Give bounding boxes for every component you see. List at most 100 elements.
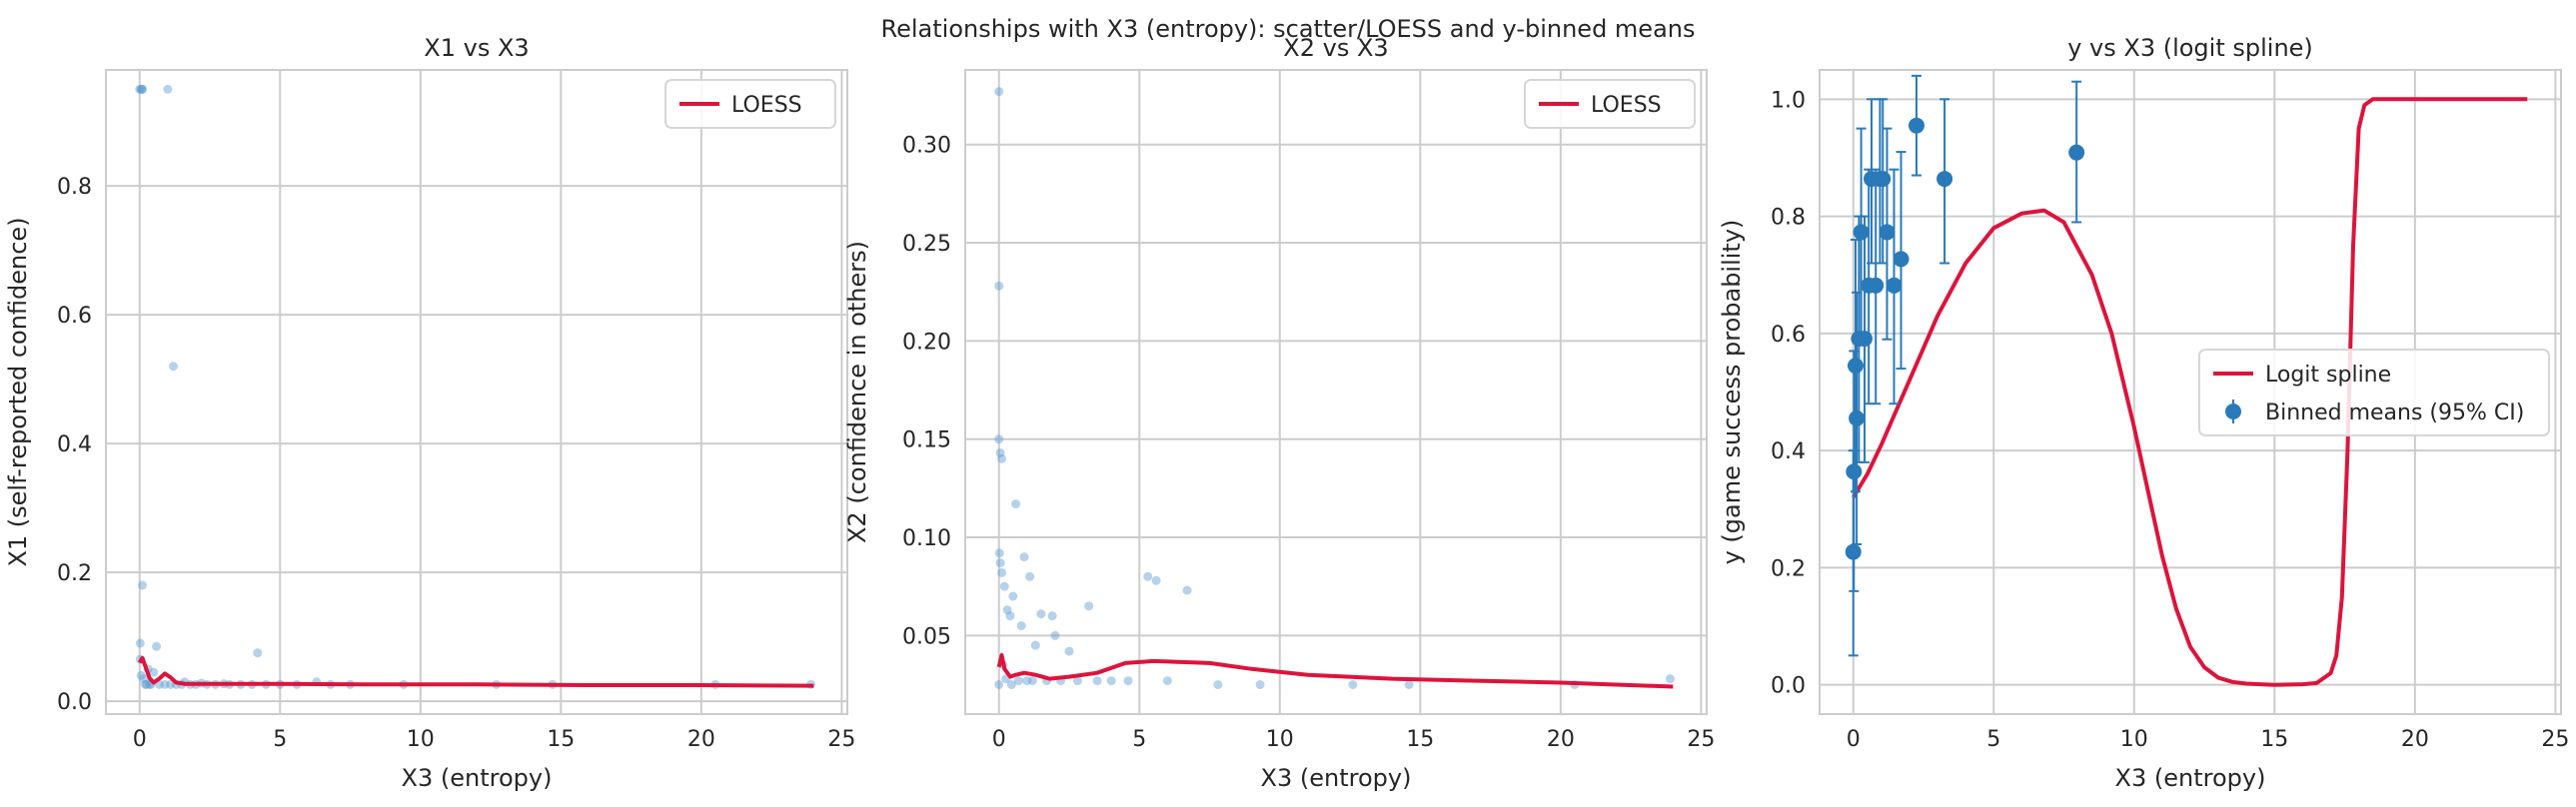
binned-mean-point	[1875, 171, 1892, 188]
scatter-point	[137, 84, 147, 94]
y-tick-label: 0.4	[57, 432, 92, 457]
y-tick-label: 0.8	[57, 175, 92, 200]
chart-title: y vs X3 (logit spline)	[2067, 34, 2313, 62]
scatter-point	[1036, 609, 1046, 619]
y-axis-label: X1 (self-reported confidence)	[4, 217, 32, 566]
scatter-point	[1092, 676, 1102, 686]
scatter-point	[1064, 646, 1074, 656]
y-tick-label: 0.30	[902, 134, 951, 159]
scatter-point	[1002, 605, 1012, 615]
scatter-point	[1050, 630, 1060, 640]
scatter-point	[1013, 676, 1023, 686]
legend-label: Logit spline	[2265, 363, 2391, 388]
x-axis-label: X3 (entropy)	[402, 764, 553, 792]
scatter-point	[1008, 591, 1018, 601]
scatter-point	[1123, 676, 1133, 686]
scatter-point	[1011, 499, 1021, 509]
scatter-point	[1016, 621, 1026, 631]
scatter-point	[1047, 611, 1057, 621]
y-tick-label: 0.6	[57, 304, 92, 329]
plot-area	[994, 87, 1675, 690]
curve-line	[138, 655, 814, 688]
scatter-point	[1019, 552, 1029, 562]
scatter-point	[142, 679, 152, 689]
scatter-point	[136, 84, 146, 94]
legend-box	[1524, 79, 1696, 129]
scatter-point	[1162, 676, 1172, 686]
scatter-point	[1665, 674, 1675, 684]
scatter-point	[1213, 680, 1223, 690]
x-tick-label: 5	[273, 727, 287, 752]
scatter-point	[1084, 601, 1094, 611]
binned-mean-point	[1936, 171, 1953, 188]
binned-mean-point	[1879, 224, 1896, 241]
x-tick-label: 0	[1847, 727, 1861, 752]
x-tick-label: 25	[827, 727, 855, 752]
scatter-point	[138, 580, 148, 590]
binned-mean-point	[1847, 358, 1864, 375]
y-tick-label: 0.8	[1771, 206, 1806, 231]
y-tick-label: 0.20	[902, 330, 951, 355]
x-tick-label: 20	[2401, 727, 2429, 752]
x-tick-label: 25	[1687, 727, 1715, 752]
scatter-point	[995, 447, 1005, 457]
legend: LOESS	[1524, 79, 1696, 129]
y-tick-label: 0.25	[902, 232, 951, 257]
binned-mean-point	[2068, 144, 2085, 161]
plot-area	[135, 84, 815, 689]
legend-box	[2198, 349, 2550, 436]
x-tick-label: 5	[1132, 727, 1146, 752]
scatter-point	[1255, 680, 1265, 690]
scatter-point	[135, 84, 145, 94]
x-tick-label: 25	[2541, 727, 2569, 752]
axes-frame	[105, 69, 848, 715]
y-tick-label: 0.2	[1771, 556, 1806, 581]
scatter-point	[1348, 680, 1358, 690]
scatter-point	[1006, 680, 1016, 690]
binned-mean-point	[1849, 409, 1866, 426]
scatter-point	[1404, 680, 1414, 690]
y-tick-label: 0.2	[57, 561, 92, 586]
scatter-point	[136, 670, 146, 680]
y-axis-label: X2 (confidence in others)	[843, 241, 871, 543]
scatter-point	[138, 84, 148, 94]
scatter-point	[1143, 571, 1153, 581]
legend-label: LOESS	[731, 93, 802, 118]
x-tick-label: 15	[547, 727, 575, 752]
scatter-point	[1030, 640, 1040, 650]
scatter-point	[994, 281, 1004, 291]
chart-panel-1: 0 5 10 15 20 25 0.0 0.2 0.4 0.6 0.8 X1 vs X3 X3 (ent…	[4, 34, 855, 792]
scatter-point	[1151, 575, 1161, 585]
scatter-point	[149, 667, 159, 677]
y-tick-label: 0.05	[902, 624, 951, 649]
y-tick-label: 0.10	[902, 526, 951, 551]
scatter-point	[1106, 676, 1116, 686]
y-axis-label: y (game success probability)	[1718, 220, 1746, 565]
scatter-point	[163, 84, 173, 94]
figure-suptitle: Relationships with X3 (entropy): scatter…	[881, 15, 1696, 43]
scatter-point	[135, 638, 145, 648]
x-tick-label: 5	[1986, 727, 2000, 752]
binned-mean-point	[1886, 277, 1903, 294]
y-tick-label: 0.0	[1771, 674, 1806, 699]
x-axis-label: X3 (entropy)	[1261, 764, 1412, 792]
curve-line	[996, 653, 1674, 689]
y-tick-label: 0.15	[902, 428, 951, 453]
legend: Logit spline Binned means (95% CI)	[2198, 349, 2550, 436]
scatter-point	[994, 548, 1004, 558]
y-tick-label: 0.0	[57, 690, 92, 715]
scatter-point	[168, 362, 178, 372]
binned-mean-point	[1868, 277, 1885, 294]
scatter-point	[160, 679, 170, 689]
scatter-point	[999, 581, 1009, 591]
scatter-point	[997, 453, 1007, 463]
x-tick-label: 15	[2260, 727, 2288, 752]
scatter-point	[139, 674, 149, 684]
binned-mean-point	[1846, 463, 1863, 480]
x-tick-label: 0	[133, 727, 147, 752]
chart-title: X2 vs X3	[1283, 34, 1388, 62]
x-tick-label: 10	[407, 727, 435, 752]
legend: LOESS	[664, 79, 836, 129]
x-tick-label: 20	[1547, 727, 1575, 752]
